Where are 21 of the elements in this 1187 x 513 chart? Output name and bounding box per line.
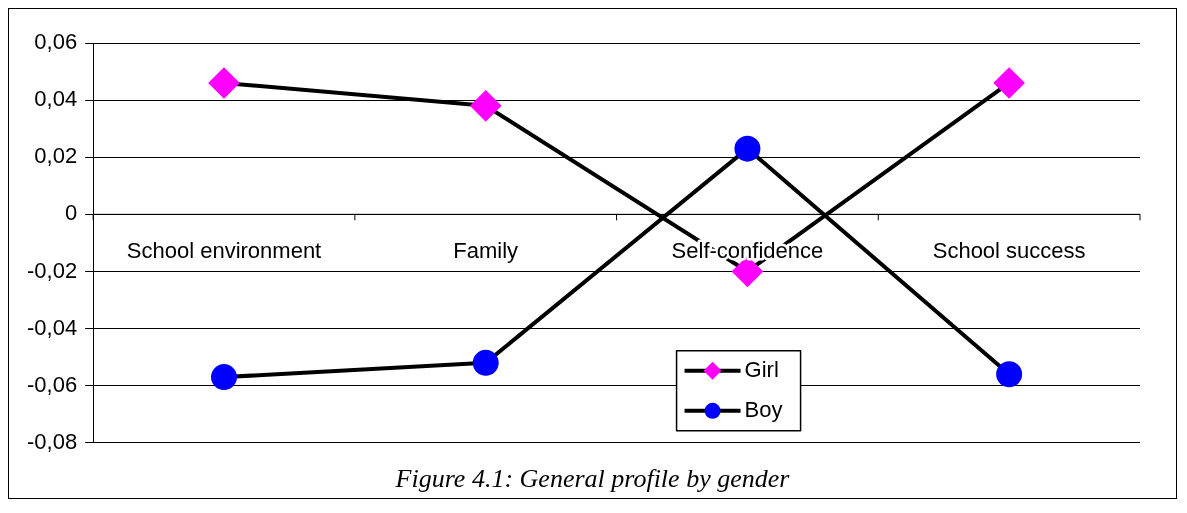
- point: [996, 361, 1023, 388]
- y-tick-label: 0,02: [34, 143, 78, 169]
- point: [734, 135, 761, 162]
- point: [994, 67, 1025, 98]
- y-tick-label: -0,02: [26, 257, 78, 283]
- x-tick-label: Family: [453, 238, 519, 264]
- y-tick-label: -0,04: [26, 314, 78, 340]
- legend-label: Boy: [744, 396, 783, 422]
- y-tick-label: 0,06: [34, 29, 78, 55]
- point: [211, 364, 237, 391]
- point: [209, 67, 239, 98]
- y-tick-label: 0: [64, 200, 78, 226]
- text: Figure 4.1: General profile by gender: [394, 464, 791, 495]
- legend-label: Girl: [744, 356, 779, 382]
- y-tick-label: 0,04: [34, 86, 78, 112]
- point: [472, 349, 499, 376]
- y-tick-label: -0,08: [26, 428, 78, 454]
- y-tick-label: -0,06: [26, 371, 78, 397]
- x-tick-label: School environment: [126, 238, 322, 264]
- x-tick-label: School success: [932, 238, 1086, 264]
- point: [470, 90, 501, 121]
